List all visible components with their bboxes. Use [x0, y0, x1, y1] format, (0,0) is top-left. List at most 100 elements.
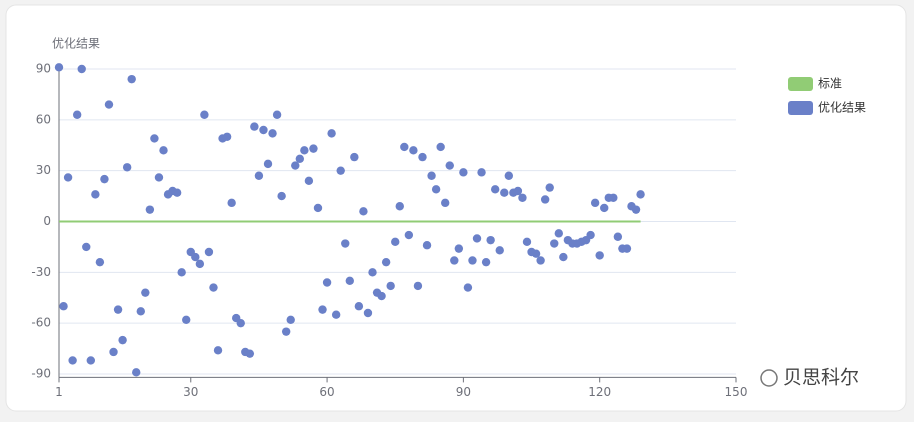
point — [77, 64, 86, 74]
y-tick-label: -90 — [31, 367, 51, 381]
point — [345, 276, 354, 286]
point — [395, 202, 404, 211]
point — [281, 327, 291, 336]
point — [459, 168, 468, 177]
point — [268, 129, 277, 138]
point — [91, 190, 100, 199]
x-tick-label: 30 — [183, 385, 198, 399]
point — [554, 229, 563, 238]
point — [622, 244, 632, 253]
point — [277, 191, 286, 201]
x-tick-label: 90 — [456, 385, 471, 399]
point — [368, 268, 377, 277]
point — [254, 171, 264, 180]
legend-swatch — [788, 77, 813, 91]
y-tick-label: 0 — [43, 214, 51, 228]
point — [590, 198, 600, 208]
point — [545, 183, 554, 192]
legend-label: 标准 — [818, 77, 842, 91]
point — [436, 142, 445, 152]
point — [236, 318, 245, 328]
point — [304, 176, 314, 186]
point — [213, 346, 223, 355]
point — [350, 152, 359, 162]
point — [518, 193, 527, 202]
point — [431, 185, 441, 194]
point — [172, 188, 182, 197]
point — [613, 232, 623, 241]
point — [422, 241, 432, 250]
watermark-icon — [760, 369, 778, 387]
point — [586, 230, 595, 240]
point — [477, 168, 486, 177]
point — [481, 257, 491, 267]
point — [272, 110, 282, 119]
point — [636, 190, 645, 199]
point — [463, 283, 473, 292]
point — [127, 74, 136, 84]
point — [250, 122, 259, 131]
point — [363, 308, 373, 318]
point — [295, 154, 305, 164]
point — [122, 163, 132, 172]
point — [286, 315, 295, 324]
point — [100, 174, 109, 184]
point — [341, 239, 350, 248]
x-tick-label: 150 — [725, 385, 748, 399]
x-tick-label: 1 — [55, 385, 63, 399]
point — [354, 302, 364, 311]
point — [468, 256, 477, 265]
point — [400, 142, 409, 152]
point — [404, 230, 414, 240]
point — [150, 134, 159, 143]
point — [359, 207, 368, 216]
point — [336, 166, 345, 175]
point — [191, 252, 200, 262]
y-axis-title: 优化结果 — [52, 37, 100, 51]
point — [177, 268, 186, 277]
point — [200, 110, 209, 119]
point — [540, 195, 550, 204]
point — [445, 161, 454, 170]
point — [381, 257, 391, 267]
point — [291, 161, 300, 170]
point — [559, 252, 568, 262]
y-tick-label: 90 — [36, 61, 51, 75]
point — [522, 237, 532, 247]
point — [322, 278, 332, 287]
point — [132, 368, 141, 377]
point — [154, 173, 164, 182]
point — [86, 356, 96, 365]
point — [500, 188, 509, 197]
point — [182, 315, 191, 324]
point — [82, 242, 91, 252]
point — [227, 198, 236, 208]
point — [104, 100, 114, 109]
point — [313, 203, 323, 213]
point — [145, 205, 155, 214]
point — [54, 63, 64, 72]
point — [441, 198, 450, 208]
point — [63, 173, 73, 182]
point — [409, 146, 418, 155]
point — [331, 310, 341, 319]
point — [300, 146, 309, 155]
point — [490, 185, 500, 194]
y-tick-label: 60 — [36, 112, 51, 126]
point — [427, 171, 436, 180]
point — [531, 249, 541, 258]
point — [386, 281, 395, 291]
point — [309, 144, 318, 153]
point — [318, 305, 327, 314]
point — [418, 152, 427, 162]
point — [209, 283, 218, 292]
point — [159, 146, 168, 155]
point — [504, 171, 514, 180]
watermark-text: 贝思科尔 — [783, 367, 859, 389]
watermark: 贝思科尔 — [760, 367, 859, 389]
y-tick-label: -60 — [31, 316, 51, 330]
card — [5, 4, 907, 412]
point — [245, 349, 255, 358]
x-tick-label: 120 — [588, 385, 611, 399]
